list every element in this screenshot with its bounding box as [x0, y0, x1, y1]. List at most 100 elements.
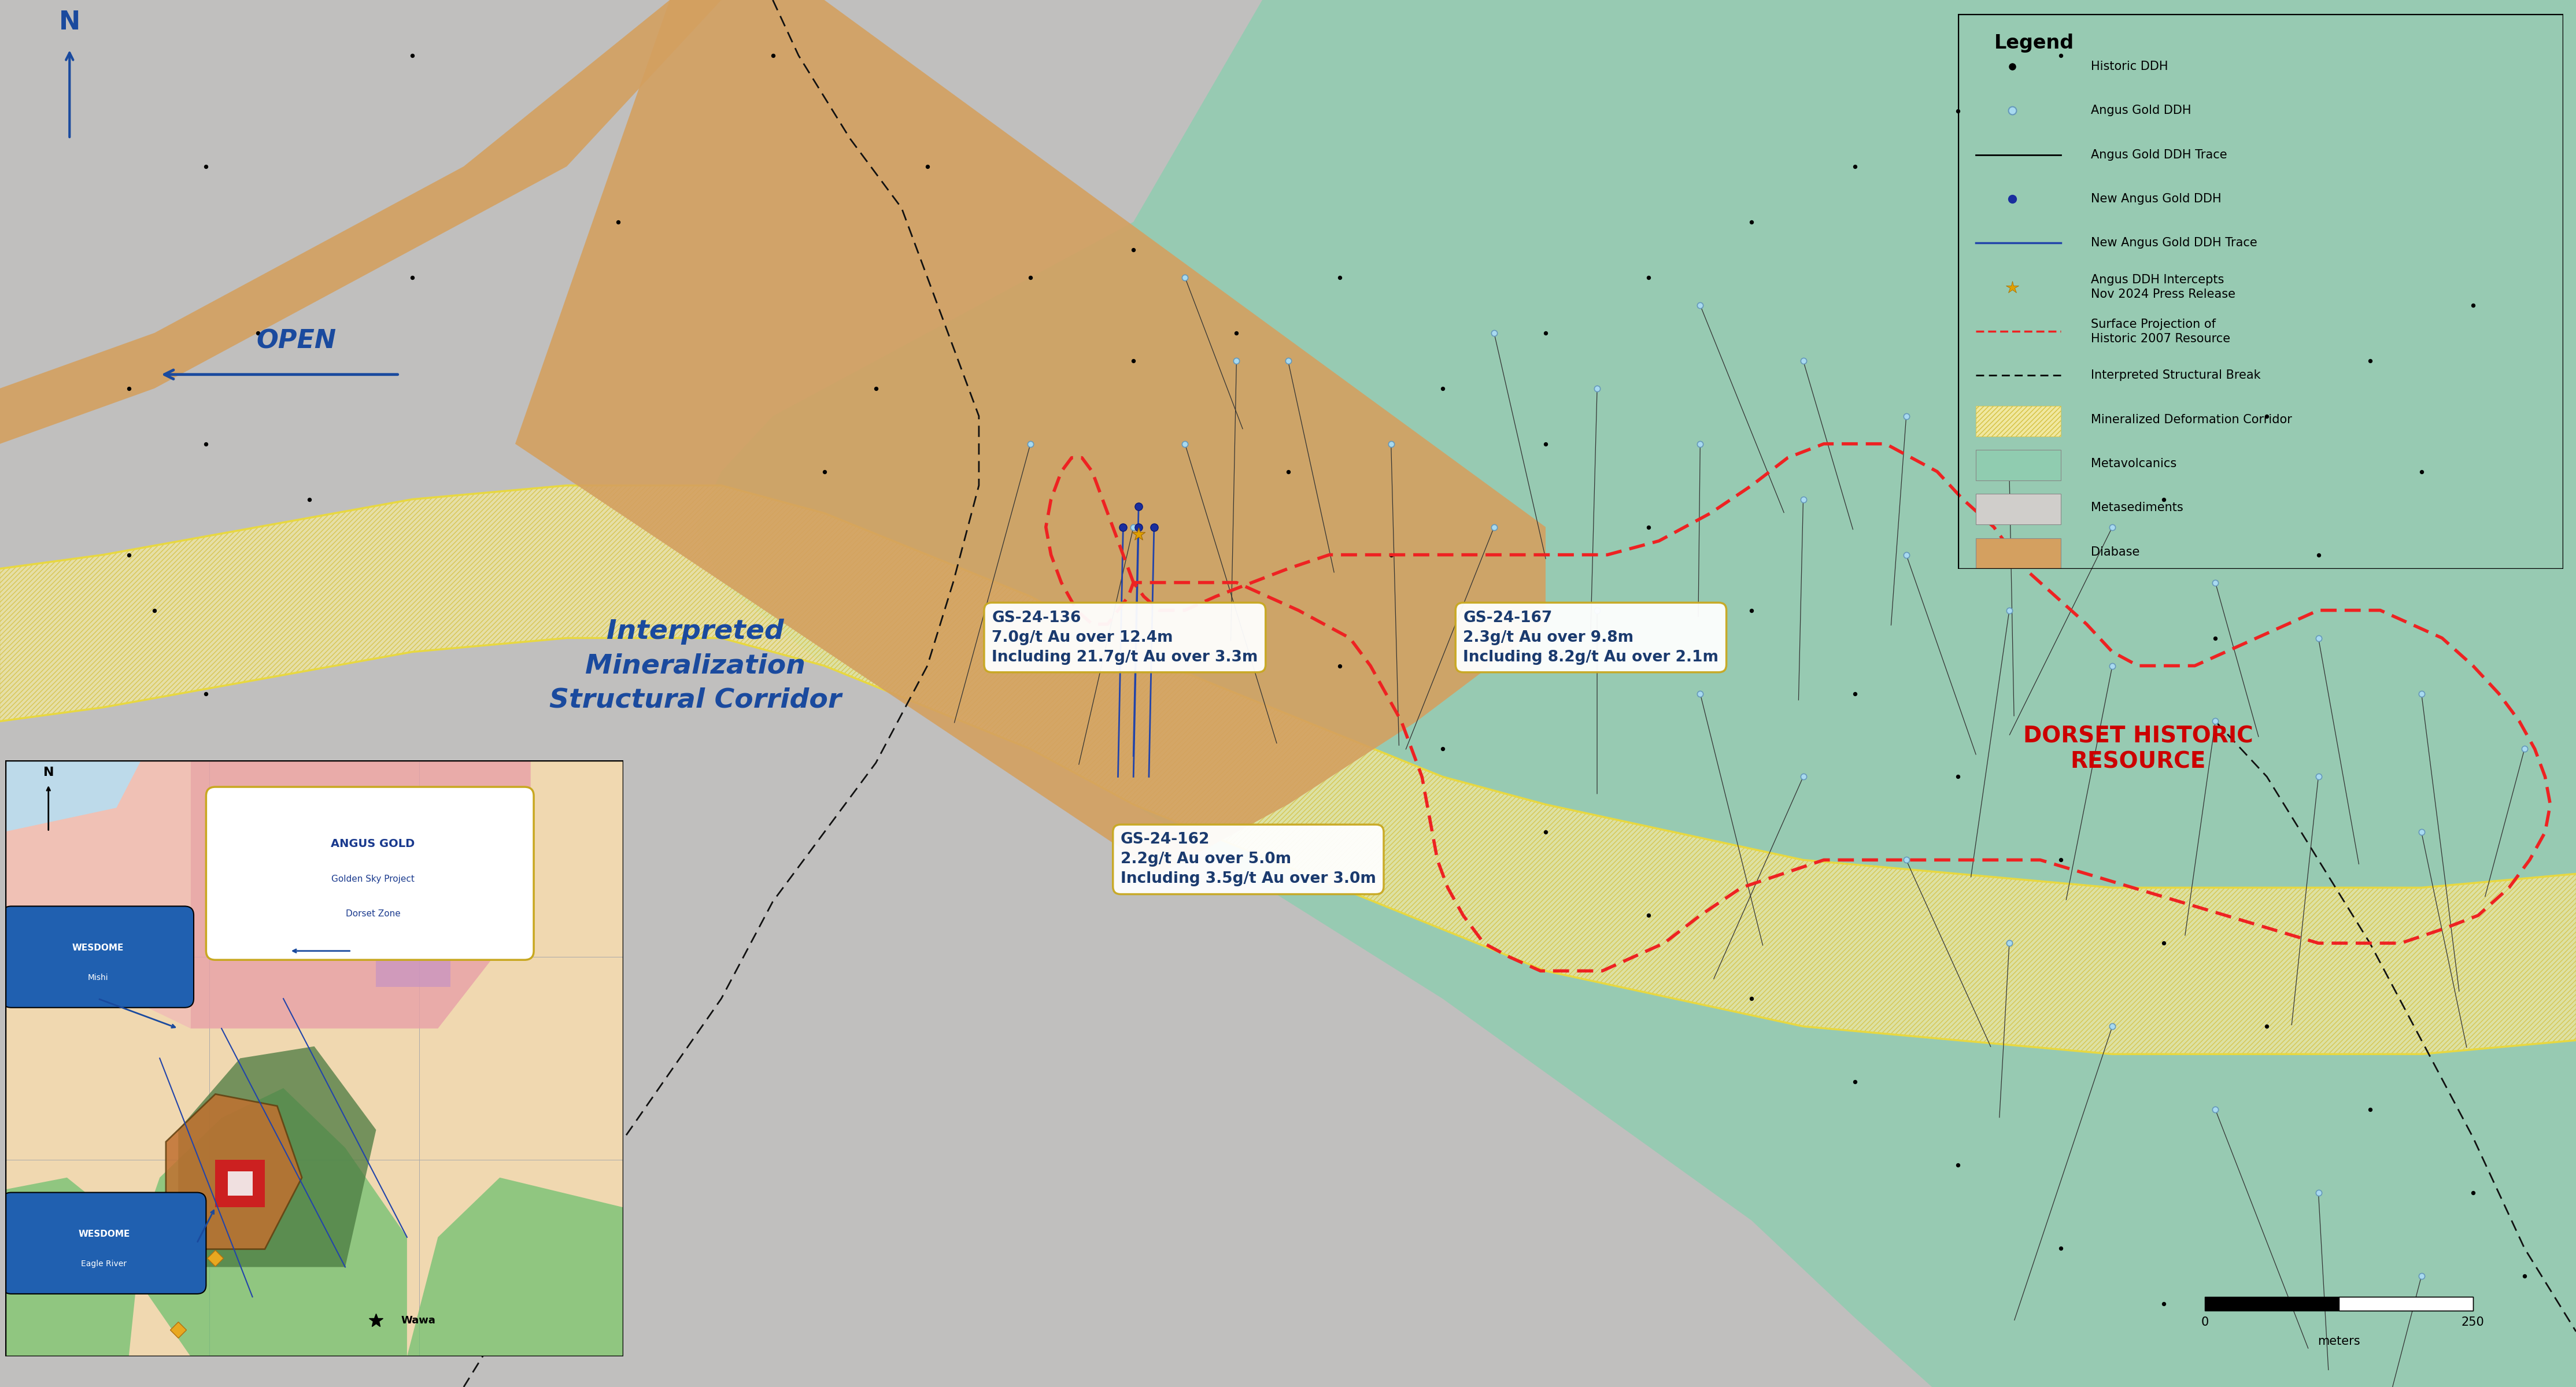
Text: Diabase: Diabase — [2092, 546, 2141, 558]
Point — [1216, 350, 1257, 372]
Point — [598, 211, 639, 233]
Point — [1577, 599, 1618, 621]
Point — [1886, 849, 1927, 871]
Point — [2452, 294, 2494, 316]
Text: Golden Sky Project: Golden Sky Project — [332, 875, 415, 884]
Point — [1525, 433, 1566, 455]
Text: 250: 250 — [2463, 1316, 2483, 1327]
Point — [1937, 100, 1978, 122]
Bar — [1976, 494, 2061, 524]
Point — [2143, 1293, 2184, 1315]
Point — [2143, 488, 2184, 510]
Point — [2040, 849, 2081, 871]
Bar — [227, 1172, 252, 1196]
Point — [108, 544, 149, 566]
Point — [1319, 266, 1360, 288]
FancyBboxPatch shape — [3, 1193, 206, 1294]
Text: New Angus Gold DDH: New Angus Gold DDH — [2092, 193, 2221, 205]
Point — [2401, 821, 2442, 843]
Point — [2298, 544, 2339, 566]
Text: WESDOME: WESDOME — [72, 943, 124, 953]
Text: Wawa: Wawa — [402, 1315, 435, 1326]
Bar — [2205, 1297, 2339, 1311]
Point — [392, 266, 433, 288]
Point — [1989, 599, 2030, 621]
Point — [2246, 405, 2287, 427]
Text: WESDOME: WESDOME — [77, 1230, 129, 1239]
Point — [1370, 433, 1412, 455]
Point — [1164, 433, 1206, 455]
Bar — [2205, 1297, 2473, 1311]
Point — [2298, 627, 2339, 649]
Point — [1267, 460, 1309, 483]
Point — [1628, 516, 1669, 538]
Polygon shape — [696, 0, 2576, 1387]
Text: N: N — [44, 767, 54, 778]
Point — [1577, 377, 1618, 399]
Point — [237, 322, 278, 344]
Polygon shape — [178, 1046, 376, 1268]
Polygon shape — [5, 760, 191, 1029]
Point — [2452, 1182, 2494, 1204]
Point — [1886, 405, 1927, 427]
Point — [1680, 433, 1721, 455]
Point — [2195, 710, 2236, 732]
Point — [2092, 516, 2133, 538]
Point — [2040, 44, 2081, 67]
Text: meters: meters — [2318, 1336, 2360, 1347]
Text: Metavolcanics: Metavolcanics — [2092, 458, 2177, 470]
Text: 0: 0 — [2202, 1316, 2208, 1327]
Point — [185, 433, 227, 455]
Text: OPEN: OPEN — [255, 329, 337, 354]
Text: N: N — [59, 10, 80, 35]
Point — [1103, 516, 1144, 538]
Text: GS-24-167
2.3g/t Au over 9.8m
Including 8.2g/t Au over 2.1m: GS-24-167 2.3g/t Au over 9.8m Including … — [1463, 610, 1718, 664]
Point — [1783, 350, 1824, 372]
Point — [2349, 350, 2391, 372]
Point — [1010, 433, 1051, 455]
Point — [289, 1043, 330, 1065]
Bar — [216, 1160, 265, 1207]
Text: Legend: Legend — [1994, 33, 2074, 53]
Point — [1473, 516, 1515, 538]
Point — [752, 44, 793, 67]
Point — [185, 155, 227, 178]
Point — [1628, 266, 1669, 288]
Point — [2401, 1265, 2442, 1287]
Point — [1886, 544, 1927, 566]
Point — [1113, 516, 1154, 538]
Text: GS-24-136
7.0g/t Au over 12.4m
Including 21.7g/t Au over 3.3m: GS-24-136 7.0g/t Au over 12.4m Including… — [992, 610, 1257, 664]
Point — [2143, 932, 2184, 954]
Point — [185, 682, 227, 705]
Bar — [1976, 406, 2061, 437]
Point — [1834, 682, 1875, 705]
Point — [1680, 294, 1721, 316]
Point — [1113, 239, 1154, 261]
Point — [2040, 1237, 2081, 1259]
Text: New Angus Gold DDH Trace: New Angus Gold DDH Trace — [2092, 237, 2257, 248]
Point — [134, 599, 175, 621]
Point — [1783, 766, 1824, 788]
Bar — [2339, 1297, 2473, 1311]
Point — [1731, 988, 1772, 1010]
Point — [1319, 655, 1360, 677]
Point — [289, 488, 330, 510]
Point — [1216, 322, 1257, 344]
Point — [1525, 821, 1566, 843]
Point — [2504, 1265, 2545, 1287]
Point — [1783, 488, 1824, 510]
Text: Angus Gold DDH: Angus Gold DDH — [2092, 105, 2192, 117]
Point — [1133, 516, 1175, 538]
Polygon shape — [407, 1178, 623, 1356]
Text: Angus Gold DDH Trace: Angus Gold DDH Trace — [2092, 148, 2228, 161]
Point — [237, 1126, 278, 1148]
Polygon shape — [5, 1178, 142, 1356]
FancyBboxPatch shape — [3, 906, 193, 1007]
Point — [1164, 266, 1206, 288]
Point — [82, 1293, 124, 1315]
Point — [1113, 350, 1154, 372]
Text: Metasediments: Metasediments — [2092, 502, 2184, 513]
Point — [2246, 1015, 2287, 1037]
Point — [237, 766, 278, 788]
Point — [1010, 266, 1051, 288]
